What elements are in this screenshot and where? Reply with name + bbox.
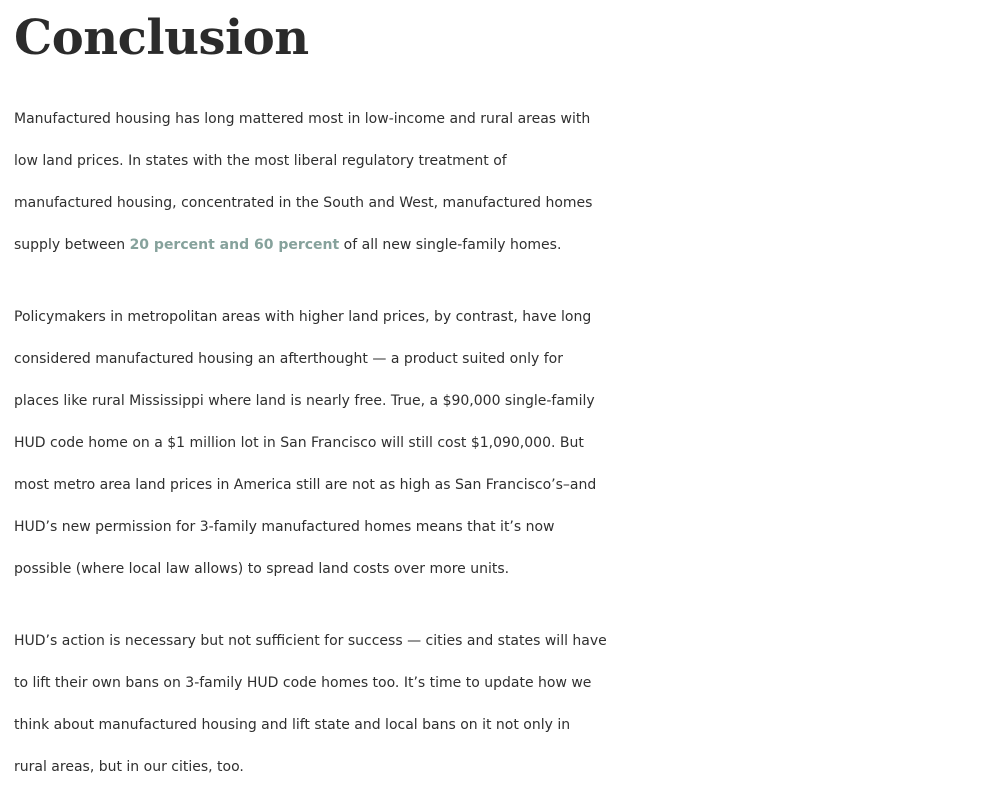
- paragraph-2-line-3: places like rural Mississippi where land…: [14, 393, 595, 409]
- paragraph-1-line-1: Manufactured housing has long mattered m…: [14, 111, 591, 127]
- paragraph-2-line-2: considered manufactured housing an after…: [14, 351, 563, 367]
- paragraph-2-line-4: HUD code home on a $1 million lot in San…: [14, 435, 584, 451]
- paragraph-2: Policymakers in metropolitan areas with …: [14, 296, 986, 590]
- paragraph-2-line-5: most metro area land prices in America s…: [14, 477, 597, 493]
- paragraph-2-line-6: HUD’s new permission for 3-family manufa…: [14, 519, 555, 535]
- paragraph-1-text-before-link: supply between: [14, 237, 130, 253]
- paragraph-3-line-3: think about manufactured housing and lif…: [14, 717, 571, 733]
- paragraph-1-line-3: manufactured housing, concentrated in th…: [14, 195, 593, 211]
- article-body: Conclusion Manufactured housing has long…: [14, 0, 986, 788]
- paragraph-3-line-1: HUD’s action is necessary but not suffic…: [14, 633, 607, 649]
- paragraph-1-line-4: supply between 20 percent and 60 percent…: [14, 224, 986, 266]
- percent-range-link[interactable]: 20 percent and 60 percent: [129, 237, 340, 253]
- paragraph-3: HUD’s action is necessary but not suffic…: [14, 620, 986, 788]
- paragraph-1: Manufactured housing has long mattered m…: [14, 98, 986, 266]
- paragraph-3-line-2: to lift their own bans on 3-family HUD c…: [14, 675, 592, 691]
- section-heading: Conclusion: [14, 10, 309, 66]
- paragraph-1-line-2: low land prices. In states with the most…: [14, 153, 507, 169]
- paragraph-2-line-7: possible (where local law allows) to spr…: [14, 561, 510, 577]
- paragraph-3-line-4: rural areas, but in our cities, too.: [14, 759, 244, 775]
- paragraph-1-text-after-link: of all new single-family homes.: [339, 237, 562, 253]
- paragraph-2-line-1: Policymakers in metropolitan areas with …: [14, 309, 592, 325]
